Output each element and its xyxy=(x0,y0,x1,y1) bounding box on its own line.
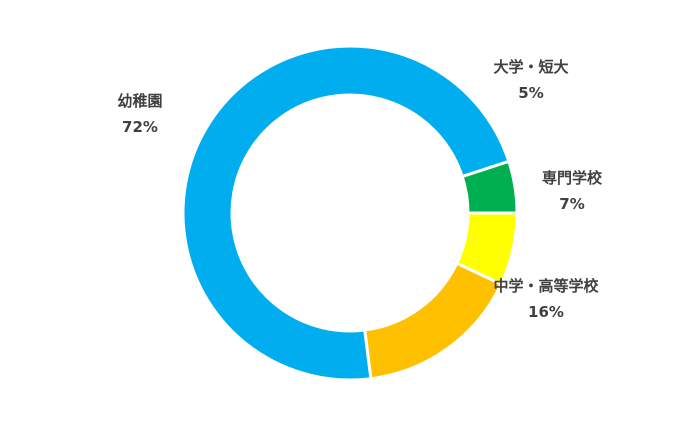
labels-group: 幼稚園 72% 大学・短大 5% 専門学校 7% 中学・高等学校 16% xyxy=(117,58,603,321)
slice-value-university: 5% xyxy=(518,84,543,102)
slice-value-middle-high-school: 16% xyxy=(528,303,564,321)
slice-middle-high-school xyxy=(363,261,504,381)
slice-value-kindergarten: 72% xyxy=(122,118,158,136)
slice-value-vocational-school: 7% xyxy=(559,195,584,213)
slice-label-kindergarten: 幼稚園 xyxy=(117,92,162,110)
slice-label-middle-high-school: 中学・高等学校 xyxy=(493,277,599,295)
slice-kindergarten xyxy=(181,44,511,382)
slice-label-vocational-school: 専門学校 xyxy=(542,169,603,187)
slices-group xyxy=(181,44,519,382)
slice-label-university: 大学・短大 xyxy=(493,58,568,76)
